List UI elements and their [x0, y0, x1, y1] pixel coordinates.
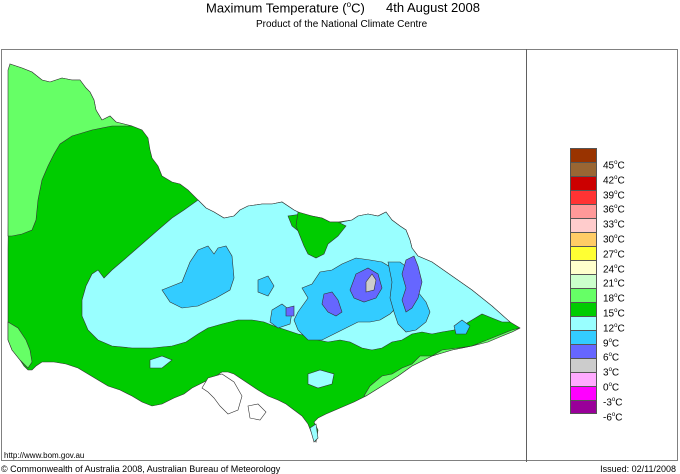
- issued-date: Issued: 02/11/2008: [600, 464, 676, 474]
- western-port: [247, 403, 267, 421]
- zone-3-6-east: [401, 255, 423, 313]
- legend-label: 33oC: [603, 219, 625, 231]
- zone-15-18-southwest: [7, 321, 33, 369]
- zone-9-12-coastal-2: [307, 369, 335, 389]
- zone-6-9-patch-2: [257, 275, 275, 297]
- legend-label: 6oC: [603, 352, 620, 364]
- map-title: Maximum Temperature (oC): [206, 0, 365, 15]
- legend-swatch: [570, 288, 597, 302]
- zone-15-18-west: [7, 63, 133, 237]
- legend-swatch: [570, 358, 597, 372]
- legend-label: 9oC: [603, 337, 620, 349]
- legend-label: 45oC: [603, 160, 625, 172]
- legend-label: -3oC: [603, 396, 623, 409]
- legend-swatch: [570, 246, 597, 260]
- legend-label: 21oC: [603, 278, 625, 290]
- legend-swatch: [570, 344, 597, 358]
- legend-label: -6oC: [603, 411, 623, 423]
- legend-swatch: [570, 400, 597, 414]
- zone-6-9-west: [161, 245, 235, 309]
- legend-swatch: [570, 162, 597, 176]
- zone-15-18-southeast: [363, 327, 521, 397]
- legend-swatch: [570, 330, 597, 344]
- zone-0-3-alpine: [365, 273, 377, 293]
- legend-labels: 45oC 42oC 39oC 36oC 33oC 30oC 27oC 24oC …: [603, 156, 625, 423]
- legend-swatch: [570, 260, 597, 274]
- legend-swatch: [570, 302, 597, 316]
- title-unit: C): [351, 0, 365, 16]
- legend-label: 30oC: [603, 233, 625, 246]
- zone-3-6-south: [321, 291, 343, 317]
- legend-swatch: [570, 148, 597, 162]
- port-phillip-bay: [201, 373, 243, 415]
- map-header: Maximum Temperature (oC) 4th August 2008…: [0, 0, 680, 30]
- legend-label: 24oC: [603, 263, 625, 275]
- bom-url-link[interactable]: http://www.bom.gov.au: [4, 451, 85, 460]
- legend-label: 15oC: [603, 307, 625, 320]
- copyright-notice: © Commonwealth of Australia 2008, Austra…: [1, 464, 281, 474]
- legend-swatch: [570, 232, 597, 246]
- legend-label: 36oC: [603, 204, 625, 216]
- zone-9-12-coastal-3: [309, 423, 319, 443]
- legend-swatch: [570, 386, 597, 400]
- title-text: Maximum Temperature (: [206, 0, 347, 16]
- legend-label: 0oC: [603, 381, 620, 394]
- legend-label: 18oC: [603, 293, 625, 305]
- degree-sup: o: [346, 0, 352, 9]
- legend-label: 27oC: [603, 248, 625, 261]
- legend-swatch: [570, 372, 597, 386]
- temperature-map: [7, 63, 521, 443]
- legend-swatch: [570, 176, 597, 190]
- legend-swatch: [570, 274, 597, 288]
- legend-label: 12oC: [603, 322, 625, 335]
- legend-swatch: [570, 204, 597, 218]
- map-date: 4th August 2008: [386, 0, 480, 15]
- zone-9-12-coastal-1: [149, 355, 173, 369]
- legend-swatch: [570, 218, 597, 232]
- legend-swatch: [570, 316, 597, 330]
- temperature-legend: [570, 148, 598, 414]
- zone-3-6-small: [285, 305, 295, 317]
- map-frame: [1, 49, 678, 461]
- legend-swatch: [570, 190, 597, 204]
- legend-label: 39oC: [603, 189, 625, 201]
- legend-label: 3oC: [603, 367, 620, 379]
- legend-label: 42oC: [603, 174, 625, 187]
- map-subtitle: Product of the National Climate Centre: [256, 19, 428, 30]
- zone-6-9-patch-3: [453, 319, 471, 335]
- zone-12-15-north-east: [295, 211, 347, 259]
- legend-divider: [526, 49, 527, 462]
